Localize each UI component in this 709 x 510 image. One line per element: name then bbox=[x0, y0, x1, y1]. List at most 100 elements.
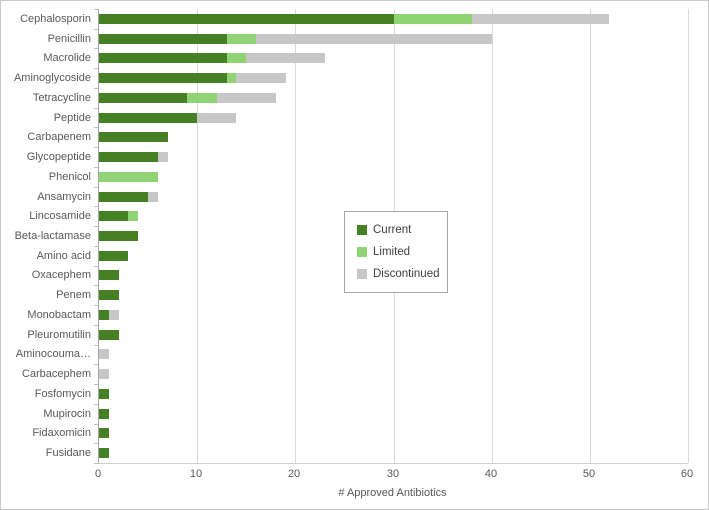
category-label: Aminoglycoside bbox=[13, 72, 91, 84]
category-label: Mupirocin bbox=[43, 408, 91, 420]
category-label: Fosfomycin bbox=[34, 388, 91, 400]
bar-segment-discontinued bbox=[256, 34, 492, 44]
x-tick-label: 20 bbox=[287, 468, 301, 480]
x-axis-title: # Approved Antibiotics bbox=[338, 487, 447, 499]
category-label: Amino acid bbox=[36, 250, 91, 262]
bar-segment-limited bbox=[99, 172, 158, 182]
bar-segment-limited bbox=[393, 14, 473, 24]
bar-row-beta-lactamase bbox=[99, 231, 139, 241]
bar-segment-current bbox=[99, 53, 227, 63]
gridline bbox=[197, 9, 198, 463]
gridline bbox=[492, 9, 493, 463]
bar-segment-current bbox=[99, 389, 109, 399]
bar-segment-limited bbox=[128, 211, 139, 221]
bar-segment-current bbox=[99, 113, 198, 123]
category-axis-tick bbox=[94, 325, 98, 326]
bar-row-peptide bbox=[99, 113, 237, 123]
bar-segment-limited bbox=[226, 34, 257, 44]
category-label: Lincosamide bbox=[29, 210, 91, 222]
category-label: Aminocouma… bbox=[15, 348, 91, 360]
bar-segment-current bbox=[99, 330, 119, 340]
bar-row-fidaxomicin bbox=[99, 428, 109, 438]
bar-row-penicillin bbox=[99, 34, 492, 44]
category-axis-tick bbox=[94, 48, 98, 49]
category-axis-tick bbox=[94, 9, 98, 10]
bar-row-aminocouma- bbox=[99, 349, 109, 359]
category-axis-tick bbox=[94, 285, 98, 286]
category-label: Tetracycline bbox=[32, 92, 91, 104]
bar-segment-discontinued bbox=[157, 152, 168, 162]
bar-segment-current bbox=[99, 290, 119, 300]
bar-segment-discontinued bbox=[236, 73, 286, 83]
category-label: Phenicol bbox=[48, 171, 91, 183]
bar-segment-current bbox=[99, 93, 188, 103]
bar-row-carbacephem bbox=[99, 369, 109, 379]
bar-row-cephalosporin bbox=[99, 14, 610, 24]
category-axis-tick bbox=[94, 147, 98, 148]
x-tick-label: 0 bbox=[94, 468, 102, 480]
category-label: Fusidane bbox=[45, 447, 91, 459]
category-axis-tick bbox=[94, 206, 98, 207]
category-label: Macrolide bbox=[43, 52, 91, 64]
category-axis-tick bbox=[94, 305, 98, 306]
bar-segment-discontinued bbox=[246, 53, 325, 63]
category-label: Glycopeptide bbox=[26, 151, 91, 163]
bar-row-glycopeptide bbox=[99, 152, 168, 162]
bar-row-carbapenem bbox=[99, 132, 168, 142]
bar-segment-current bbox=[99, 270, 119, 280]
bar-row-fosfomycin bbox=[99, 389, 109, 399]
category-label: Beta-lactamase bbox=[14, 230, 91, 242]
bar-row-tetracycline bbox=[99, 93, 276, 103]
bar-row-mupirocin bbox=[99, 409, 109, 419]
bar-segment-limited bbox=[187, 93, 217, 103]
category-label: Peptide bbox=[53, 112, 91, 124]
bar-segment-current bbox=[99, 34, 227, 44]
bar-row-macrolide bbox=[99, 53, 325, 63]
bar-segment-discontinued bbox=[148, 192, 158, 202]
bar-segment-current bbox=[99, 14, 394, 24]
category-axis-tick bbox=[94, 108, 98, 109]
bar-segment-discontinued bbox=[472, 14, 610, 24]
bar-row-phenicol bbox=[99, 172, 158, 182]
bar-row-amino-acid bbox=[99, 251, 129, 261]
bar-segment-current bbox=[99, 152, 158, 162]
legend-swatch-icon bbox=[357, 269, 367, 279]
bar-segment-current bbox=[99, 192, 149, 202]
category-axis-tick bbox=[94, 424, 98, 425]
legend-item-current: Current bbox=[357, 219, 447, 241]
category-axis-tick bbox=[94, 187, 98, 188]
category-label: Cephalosporin bbox=[20, 13, 91, 25]
x-tick-label: 40 bbox=[484, 468, 498, 480]
bar-row-fusidane bbox=[99, 448, 109, 458]
category-axis-tick bbox=[94, 463, 98, 464]
legend-swatch-icon bbox=[357, 225, 367, 235]
x-tick-label: 50 bbox=[582, 468, 596, 480]
bar-row-ansamycin bbox=[99, 192, 158, 202]
category-axis-tick bbox=[94, 167, 98, 168]
bar-segment-current bbox=[99, 251, 129, 261]
category-label: Oxacephem bbox=[31, 269, 91, 281]
bar-row-aminoglycoside bbox=[99, 73, 286, 83]
category-label: Ansamycin bbox=[37, 191, 91, 203]
plot-area bbox=[94, 9, 689, 464]
bar-segment-current bbox=[99, 211, 129, 221]
legend-label: Current bbox=[373, 224, 412, 236]
bar-segment-limited bbox=[226, 53, 247, 63]
gridline bbox=[590, 9, 591, 463]
category-label: Penem bbox=[56, 289, 91, 301]
bar-segment-discontinued bbox=[216, 93, 276, 103]
bar-row-pleuromutilin bbox=[99, 330, 119, 340]
bar-segment-current bbox=[99, 428, 109, 438]
legend-item-limited: Limited bbox=[357, 241, 447, 263]
category-axis-tick bbox=[94, 443, 98, 444]
category-axis-tick bbox=[94, 266, 98, 267]
category-axis-tick bbox=[94, 127, 98, 128]
category-axis-tick bbox=[94, 364, 98, 365]
category-axis-tick bbox=[94, 68, 98, 69]
legend-item-discontinued: Discontinued bbox=[357, 263, 447, 285]
category-label: Penicillin bbox=[47, 33, 91, 45]
category-label: Pleuromutilin bbox=[27, 329, 91, 341]
bar-row-oxacephem bbox=[99, 270, 119, 280]
category-label: Carbapenem bbox=[27, 131, 91, 143]
